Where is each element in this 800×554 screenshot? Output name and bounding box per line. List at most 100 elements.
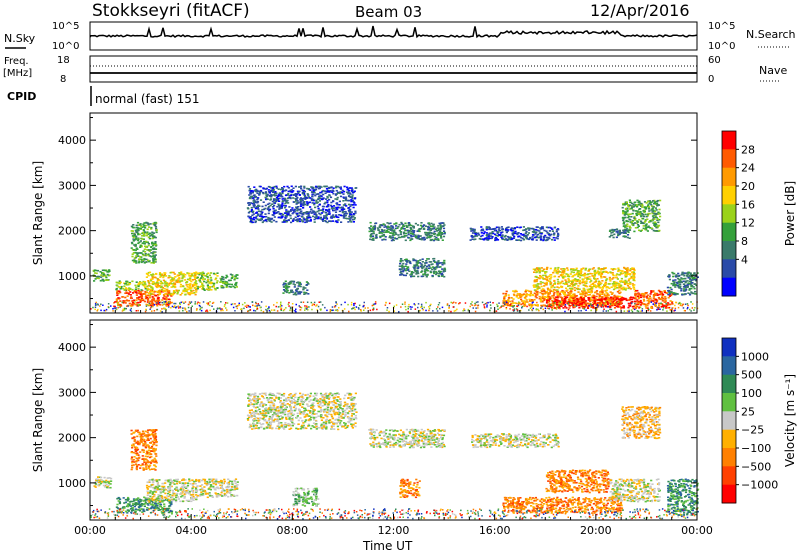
velocity-ground-scatter [90,508,698,520]
colorbar-band [722,241,736,260]
power-region [196,271,219,291]
colorbar-band [722,186,736,205]
y-tick-label: 2000 [58,432,86,445]
power-colorbar: 28 24 20 16 12 8 4 Power [dB] [721,130,797,297]
velocity-region [145,478,199,503]
colorbar-band [722,149,736,169]
nave-label: Nave [759,64,787,77]
colorbar-band [722,393,736,412]
power-region [145,271,198,296]
colorbar-band [722,204,736,224]
y-tick-label: 1000 [58,477,86,490]
freq-label-1: Freq. [4,56,29,67]
power-region [219,273,239,289]
sky-right-tick-bot: 10^0 [708,41,735,52]
freq-label-2: [MHz] [3,68,32,79]
power-region [246,185,358,224]
colorbar-band [722,277,736,297]
x-tick-label: 08:00 [276,524,308,537]
freq-tick-bot: 8 [60,74,66,85]
velocity-region [130,429,158,471]
power-region [282,280,310,296]
velocity-region [115,496,174,514]
y-tick-label: 4000 [58,134,86,147]
colorbar-band [722,448,736,467]
velocity-region [608,478,661,503]
power-region [130,221,158,264]
x-tick-label: 00:00 [681,524,713,537]
x-tick-label: 20:00 [580,524,612,537]
power-region [621,199,662,233]
velocity-region [545,469,610,494]
velocity-colorbar: 1000 500 100 25 −25 −100 −500 −1000 Velocity [m … [721,337,797,504]
power-region [532,266,636,291]
power-region [608,228,631,239]
colorbar-band [722,374,736,394]
sky-left-tick-top: 10^5 [52,21,79,32]
sky-noise-trace [89,25,698,39]
freq-tick-top: 18 [57,55,70,66]
colorbar-tick-label: 4 [741,253,748,266]
colorbar-tick-label: 1000 [741,350,769,363]
colorbar-tick-label: −1000 [741,479,778,492]
sky-panel: N.Sky 10^5 10^0 N.Search 10^5 10^0 [4,21,796,52]
colorbar-tick-label: 500 [741,369,762,382]
colorbar-tick-label: −25 [741,424,764,437]
beam-label: Beam 03 [355,3,422,21]
velocity-region [93,476,113,489]
velocity-panel: 1000 2000 3000 4000 Slant Range [km] 00:00 04:… [31,319,797,537]
power-region [666,271,699,296]
y-tick-label: 3000 [58,179,86,192]
sky-left-tick-bot: 10^0 [52,41,79,52]
x-tick-label: 16:00 [479,524,511,537]
colorbar-band [722,429,736,449]
colorbar-tick-label: 24 [741,162,755,175]
power-region [115,280,147,291]
y-tick-label: 1000 [58,270,86,283]
colorbar-band [722,222,736,242]
sky-right-label: N.Search [746,28,796,41]
colorbar-tick-label: 16 [741,198,755,211]
colorbar-tick-label: 25 [741,405,755,418]
nave-tick-bot: 0 [708,74,714,85]
y-tick-label: 2000 [58,225,86,238]
colorbar-band [722,167,736,187]
colorbar-tick-label: 8 [741,235,748,248]
power-panel: 1000 2000 3000 4000 Slant Range [km] 28 24 20 16… [31,112,797,314]
velocity-region [471,433,560,449]
y-tick-label: 4000 [58,341,86,354]
power-region [398,257,447,278]
colorbar-tick-label: 28 [741,143,755,156]
velocity-ylabel: Slant Range [km] [31,368,45,472]
power-data-cells [90,185,699,313]
colorbar-tick-label: 12 [741,217,755,230]
colorbar-band [722,259,736,279]
power-ylabel: Slant Range [km] [31,161,45,265]
x-tick-label: 04:00 [175,524,207,537]
velocity-region [246,392,358,431]
colorbar-band [722,131,736,150]
power-ground-scatter [90,301,699,313]
cpid-panel: CPID normal (fast) 151 [7,86,199,106]
cpid-label: CPID [7,90,36,103]
x-axis-label: Time UT [362,539,413,553]
power-colorbar-label: Power [dB] [783,181,797,246]
velocity-region [399,478,421,499]
velocity-region [621,406,662,440]
velocity-region [292,487,320,507]
station-title: Stokkseyri (fitACF) [92,1,250,21]
x-tick-label: 12:00 [378,524,410,537]
sky-right-tick-top: 10^5 [708,21,735,32]
colorbar-band [722,466,736,486]
freq-panel: Freq. [MHz] 18 8 Nave 60 0 [3,55,787,85]
power-region [368,221,446,242]
colorbar-band [722,411,736,431]
power-region [92,269,111,282]
date-label: 12/Apr/2016 [590,1,690,20]
nave-tick-top: 60 [708,55,721,66]
sky-left-label: N.Sky [4,32,36,45]
colorbar-tick-label: −100 [741,442,771,455]
y-tick-label: 3000 [58,386,86,399]
velocity-data-cells [90,392,700,520]
colorbar-tick-label: 100 [741,387,762,400]
